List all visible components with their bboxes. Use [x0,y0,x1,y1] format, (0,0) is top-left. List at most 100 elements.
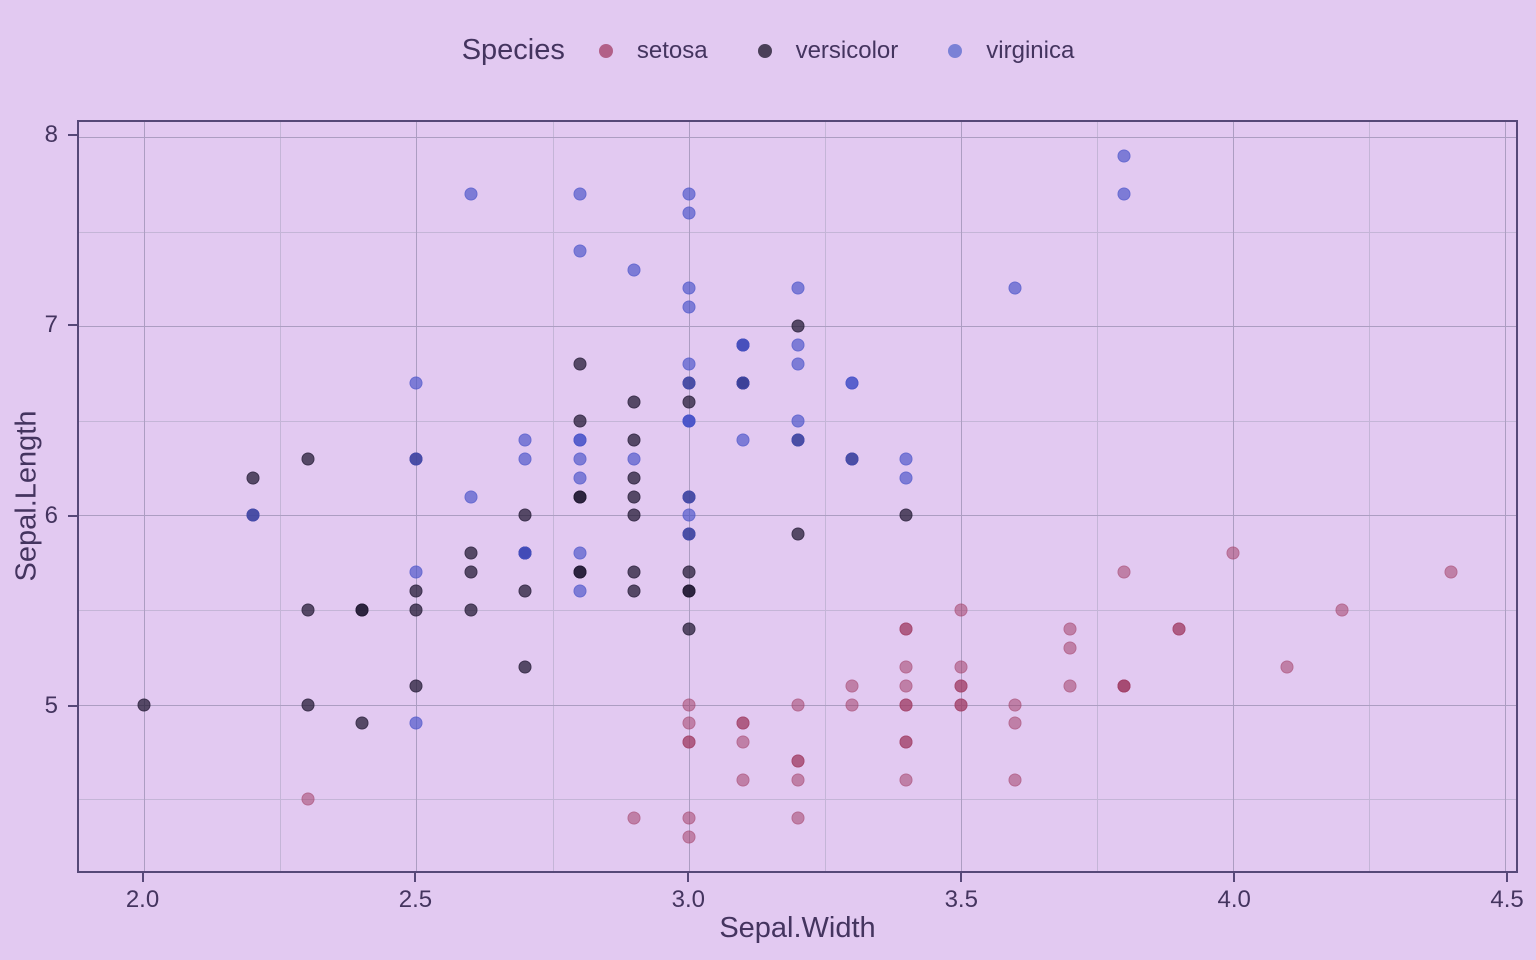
y-major-gridline [79,515,1516,517]
y-tick-mark [68,134,77,137]
data-point-setosa [899,660,913,674]
legend-item-setosa: setosa [598,37,708,65]
y-tick-label: 6 [44,501,58,529]
y-minor-gridline [79,609,1516,611]
x-tick-mark [414,873,417,882]
data-point-virginica [682,490,696,503]
data-point-versicolor [301,698,315,712]
legend-label-versicolor: versicolor [795,36,899,64]
data-point-versicolor [409,603,423,617]
data-point-setosa [736,735,750,749]
data-point-setosa [1172,622,1186,636]
data-point-setosa [1008,773,1022,787]
data-point-setosa [1063,622,1077,636]
data-point-versicolor [409,679,423,693]
data-point-versicolor [573,490,587,503]
x-tick-mark [687,873,690,882]
data-point-virginica [682,357,696,371]
data-point-setosa [301,792,315,806]
x-tick-mark [960,873,963,882]
data-point-setosa [791,698,804,712]
x-major-gridline [416,122,418,871]
data-point-versicolor [627,395,641,409]
data-point-virginica [409,452,423,466]
data-point-versicolor [899,508,913,522]
data-point-setosa [791,811,804,825]
x-tick-mark [141,873,144,882]
legend-label-virginica: virginica [986,36,1075,64]
x-major-gridline [1232,122,1234,871]
x-major-gridline [960,122,962,871]
data-point-versicolor [627,490,641,503]
data-point-virginica [1008,281,1022,295]
x-minor-gridline [824,122,826,871]
data-point-setosa [1280,660,1294,674]
data-point-setosa [899,622,913,636]
data-point-virginica [791,338,804,352]
data-point-versicolor [409,584,423,598]
data-point-versicolor [137,698,151,712]
data-point-virginica [736,376,750,390]
data-point-virginica [573,452,587,466]
data-point-virginica [791,433,804,447]
data-point-virginica [845,376,859,390]
data-point-versicolor [518,660,532,674]
legend: Species setosa versicolor virginica [0,34,1536,67]
data-point-virginica [682,300,696,314]
data-point-setosa [791,773,804,787]
data-point-virginica [409,565,423,579]
x-tick-label: 2.5 [398,886,433,913]
data-point-virginica [518,452,532,466]
data-point-setosa [1335,603,1349,617]
data-point-setosa [954,660,968,674]
x-minor-gridline [1369,122,1371,871]
data-point-setosa [791,754,804,768]
x-tick-mark [1506,873,1509,882]
data-point-virginica [518,433,532,447]
data-point-virginica [682,376,696,390]
data-point-virginica [682,508,696,522]
data-point-versicolor [573,357,587,371]
legend-item-versicolor: versicolor [757,36,899,65]
data-point-setosa [954,679,968,693]
data-point-virginica [518,546,532,560]
x-tick-label: 2.0 [125,886,160,913]
data-point-versicolor [464,546,478,560]
data-point-versicolor [355,716,369,730]
data-point-virginica [1117,187,1131,201]
x-minor-gridline [280,122,282,871]
x-major-gridline [1505,122,1507,871]
data-point-setosa [1117,565,1131,579]
data-point-virginica [899,452,913,466]
x-tick-label: 3.0 [671,886,706,913]
data-point-virginica [736,433,750,447]
data-point-setosa [736,716,750,730]
data-point-versicolor [518,508,532,522]
data-point-versicolor [627,584,641,598]
y-tick-label: 7 [44,311,58,339]
data-point-versicolor [791,319,804,333]
data-point-virginica [1117,149,1131,163]
data-point-setosa [899,679,913,693]
x-tick-label: 4.0 [1217,886,1251,913]
y-axis-title: Sepal.Length [10,410,43,582]
data-point-versicolor [355,603,369,617]
y-major-gridline [79,137,1516,139]
data-point-setosa [899,698,913,712]
x-tick-mark [1233,873,1236,882]
data-point-versicolor [301,452,315,466]
data-point-virginica [682,206,696,220]
legend-item-virginica: virginica [948,37,1074,65]
legend-point-icon [757,43,772,58]
data-point-versicolor [682,395,696,409]
data-point-virginica [736,338,750,352]
data-point-versicolor [573,565,587,579]
data-point-versicolor [464,603,478,617]
x-major-gridline [144,122,146,871]
data-point-versicolor [627,508,641,522]
data-point-setosa [954,603,968,617]
plot-panel [77,120,1518,873]
y-tick-mark [68,704,77,707]
legend-point-icon [598,43,613,58]
